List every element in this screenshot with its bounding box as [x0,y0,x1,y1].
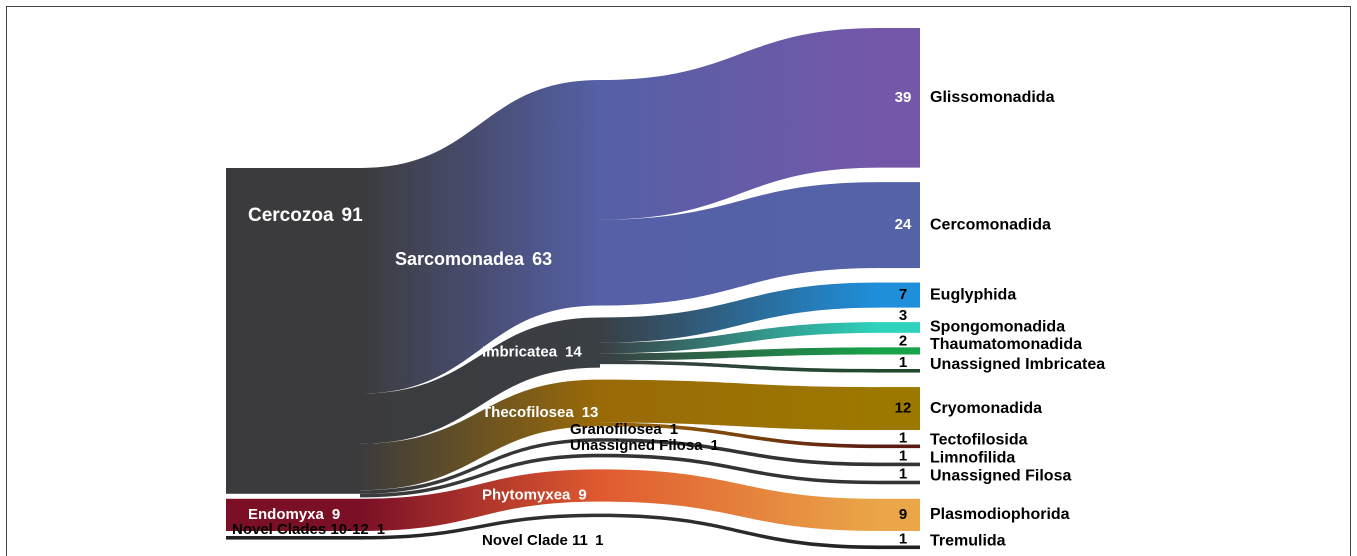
node-name: Phytomyxea [482,486,571,503]
node-value: 14 [565,344,582,361]
node-name: Novel Clades 10-12 [232,521,369,538]
node-value: 24 [895,216,912,233]
node-name: Sarcomonadea [395,249,525,269]
node [880,444,920,449]
node-value: 1 [670,421,678,438]
link [600,422,880,449]
link [360,469,600,531]
node-name: Cryomonadida [930,400,1042,417]
link [600,322,880,354]
node-name: Spongomonadida [930,319,1065,336]
node-name: Unassigned Imbricatea [930,356,1105,373]
link [360,80,600,394]
node-value: 1 [899,448,907,465]
link [600,469,880,531]
node-value: 1 [377,521,385,538]
node-name: Cercomonadida [930,216,1051,233]
link [600,379,880,431]
node-label: Unassigned Filosa 1 [570,437,719,454]
node-name: Plasmodiophorida [930,506,1070,523]
link [600,282,880,343]
node [880,462,920,467]
node-name: Limnofilida [930,450,1015,467]
link [360,379,600,491]
node-label: Novel Clades 10-12 1 [232,521,385,538]
node [880,545,920,550]
node-value: 9 [578,486,586,503]
node-value: 1 [899,430,907,447]
node [226,168,360,494]
link [360,513,600,540]
link [600,28,880,220]
node [226,498,360,531]
node-label: Endomyxa 9 [248,506,340,523]
link [360,453,600,498]
node-value: 13 [582,404,599,421]
node-value: 9 [899,506,907,523]
link [600,360,880,373]
node-name: Endomyxa [248,506,325,523]
node-value: 1 [595,532,603,549]
node-name: Tremulida [930,533,1006,550]
node-value: 3 [899,307,907,324]
node-name: Cercozoa [248,205,334,226]
node-name: Novel Clade 11 [482,532,588,549]
node-label: Granofilosea 1 [570,421,678,438]
node-label: Sarcomonadea 63 [395,249,552,269]
frame [6,6,1351,556]
link [600,182,880,306]
node [880,28,920,168]
node-value: 1 [711,437,719,454]
link [600,513,880,550]
link [600,438,880,467]
node-name: Glissomonadida [930,89,1055,106]
node-label: Thecofilosea 13 [482,404,598,421]
node [880,498,920,531]
node-name: Tectofilosida [930,432,1028,449]
link [600,347,880,361]
node-name: Imbricatea [482,344,558,361]
node-value: 1 [899,354,907,371]
node-label: Cercozoa 91 [248,205,363,226]
node-value: 7 [899,286,907,303]
node [880,282,920,308]
node [880,369,920,373]
node-value: 1 [899,530,907,547]
node-value: 12 [895,400,912,417]
node-value: 1 [899,466,907,483]
node-value: 9 [332,506,340,523]
link [360,438,600,494]
node [226,536,360,540]
node [880,347,920,355]
node [880,322,920,333]
node-name: Thaumatomonadida [930,336,1082,353]
node-label: Novel Clade 11 1 [482,532,603,549]
node-name: Thecofilosea [482,404,574,421]
node-value: 63 [532,249,552,269]
node-name: Euglyphida [930,286,1016,303]
node-label: Phytomyxea 9 [482,486,587,503]
link [600,453,880,485]
node [880,480,920,485]
node [880,182,920,269]
node-label: Imbricatea 14 [482,344,582,361]
node-value: 91 [342,205,364,226]
node-name: Unassigned Filosa [930,468,1071,485]
link [360,317,600,444]
node [880,387,920,431]
node-name: Granofilosea [570,421,662,438]
node-name: Unassigned Filosa [570,437,703,454]
node-value: 2 [899,332,907,349]
node-value: 39 [895,89,912,106]
